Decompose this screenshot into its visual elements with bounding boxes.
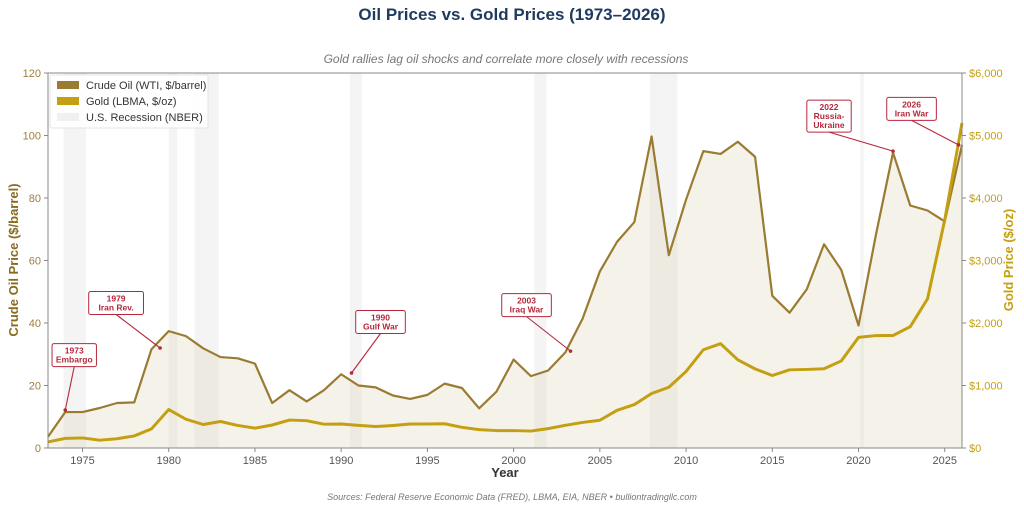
annotation-box (355, 310, 406, 334)
legend-oil: Crude Oil (WTI, $/barrel) (86, 80, 206, 92)
legend-swatch-recession (57, 113, 79, 121)
arrow-head-icon (956, 143, 961, 147)
y-right-tick-label: $5,000 (969, 131, 1003, 143)
annotation-label: Embargo (56, 355, 93, 365)
annotation-arrow (351, 333, 381, 374)
annotation-label: 2026 (902, 99, 921, 109)
annotation-box (806, 99, 852, 133)
annotation-box (886, 96, 937, 121)
y-right-tick-label: $2,000 (969, 318, 1003, 330)
annotation-arrow (115, 314, 161, 349)
x-tick-label: 1995 (415, 455, 439, 467)
annotation-box (88, 291, 144, 315)
annotation-arrow (828, 131, 894, 152)
x-tick-label: 1980 (156, 455, 180, 467)
chart-subtitle: Gold rallies lag oil shocks and correlat… (324, 52, 689, 66)
annotation-label: Gulf War (363, 322, 399, 332)
annotation-arrow (64, 366, 75, 411)
legend: Crude Oil (WTI, $/barrel) Gold (LBMA, $/… (49, 74, 209, 129)
arrow-head-icon (891, 149, 895, 153)
y-right-tick-label: $4,000 (969, 193, 1003, 205)
y-right-tick-label: $1,000 (969, 381, 1003, 393)
legend-swatch-gold (57, 97, 79, 105)
legend-recession: U.S. Recession (NBER) (86, 112, 203, 124)
y-axis-left-label: Crude Oil Price ($/barrel) (6, 183, 21, 336)
x-tick-label: 2015 (760, 455, 784, 467)
x-tick-label: 2020 (846, 455, 870, 467)
y-left-tick-label: 20 (29, 381, 41, 393)
legend-gold: Gold (LBMA, $/oz) (86, 96, 176, 108)
oil-price-line (47, 135, 964, 438)
recession-band (349, 73, 362, 448)
x-axis-label: Year (491, 465, 518, 480)
y-left-tick-label: 100 (23, 131, 41, 143)
recession-band (63, 73, 86, 448)
x-tick-label: 1985 (243, 455, 267, 467)
source-note: Sources: Federal Reserve Economic Data (… (327, 492, 697, 502)
axes: 1975 1980 1985 1990 1995 2000 2005 2010 2015 2020… (23, 68, 1003, 467)
annotation-label: Russia- (814, 111, 845, 121)
x-tick-label: 2025 (933, 455, 957, 467)
annotation-box (501, 293, 552, 318)
arrow-head-icon (158, 346, 162, 350)
arrow-head-icon (63, 408, 68, 412)
y-right-tick-label: $0 (969, 443, 981, 455)
arrow-head-icon (349, 371, 354, 375)
y-left-tick-label: 40 (29, 318, 41, 330)
y-right-tick-label: $6,000 (969, 68, 1003, 80)
annotation-label: 1973 (65, 346, 84, 356)
legend-swatch-oil (57, 81, 79, 89)
annotation-box (51, 343, 97, 368)
annotation-label: Ukraine (813, 120, 844, 130)
y-right-tick-label: $3,000 (969, 256, 1003, 268)
y-left-tick-label: 60 (29, 256, 41, 268)
oil-area-fill (48, 136, 962, 448)
x-tick-label: 1975 (70, 455, 94, 467)
recession-band (194, 73, 219, 448)
x-tick-label: 2005 (588, 455, 612, 467)
recession-band (534, 73, 547, 448)
x-tick-label: 1990 (329, 455, 353, 467)
arrow-head-icon (568, 349, 573, 353)
annotation-label: 2022 (820, 102, 839, 112)
annotation-label: 1990 (371, 313, 390, 323)
annotation-label: Iran War (895, 108, 929, 118)
annotation-arrow (526, 316, 571, 352)
recession-band (860, 73, 864, 448)
annotation-label: Iraq War (510, 305, 544, 315)
gold-price-line (47, 122, 964, 444)
annotation-arrow (911, 119, 959, 146)
x-tick-label: 2010 (674, 455, 698, 467)
chart-title: Oil Prices vs. Gold Prices (1973–2026) (358, 5, 665, 24)
y-left-tick-label: 0 (35, 443, 41, 455)
annotation-label: 2003 (517, 296, 536, 306)
y-axis-right-label: Gold Price ($/oz) (1001, 209, 1016, 312)
y-left-tick-label: 80 (29, 193, 41, 205)
plot-area (47, 122, 964, 448)
annotation-label: Iran Rev. (98, 303, 133, 313)
x-tick-label: 2000 (501, 455, 525, 467)
recession-band (168, 73, 178, 448)
y-left-tick-label: 120 (23, 68, 41, 80)
annotation-label: 1979 (107, 294, 126, 304)
